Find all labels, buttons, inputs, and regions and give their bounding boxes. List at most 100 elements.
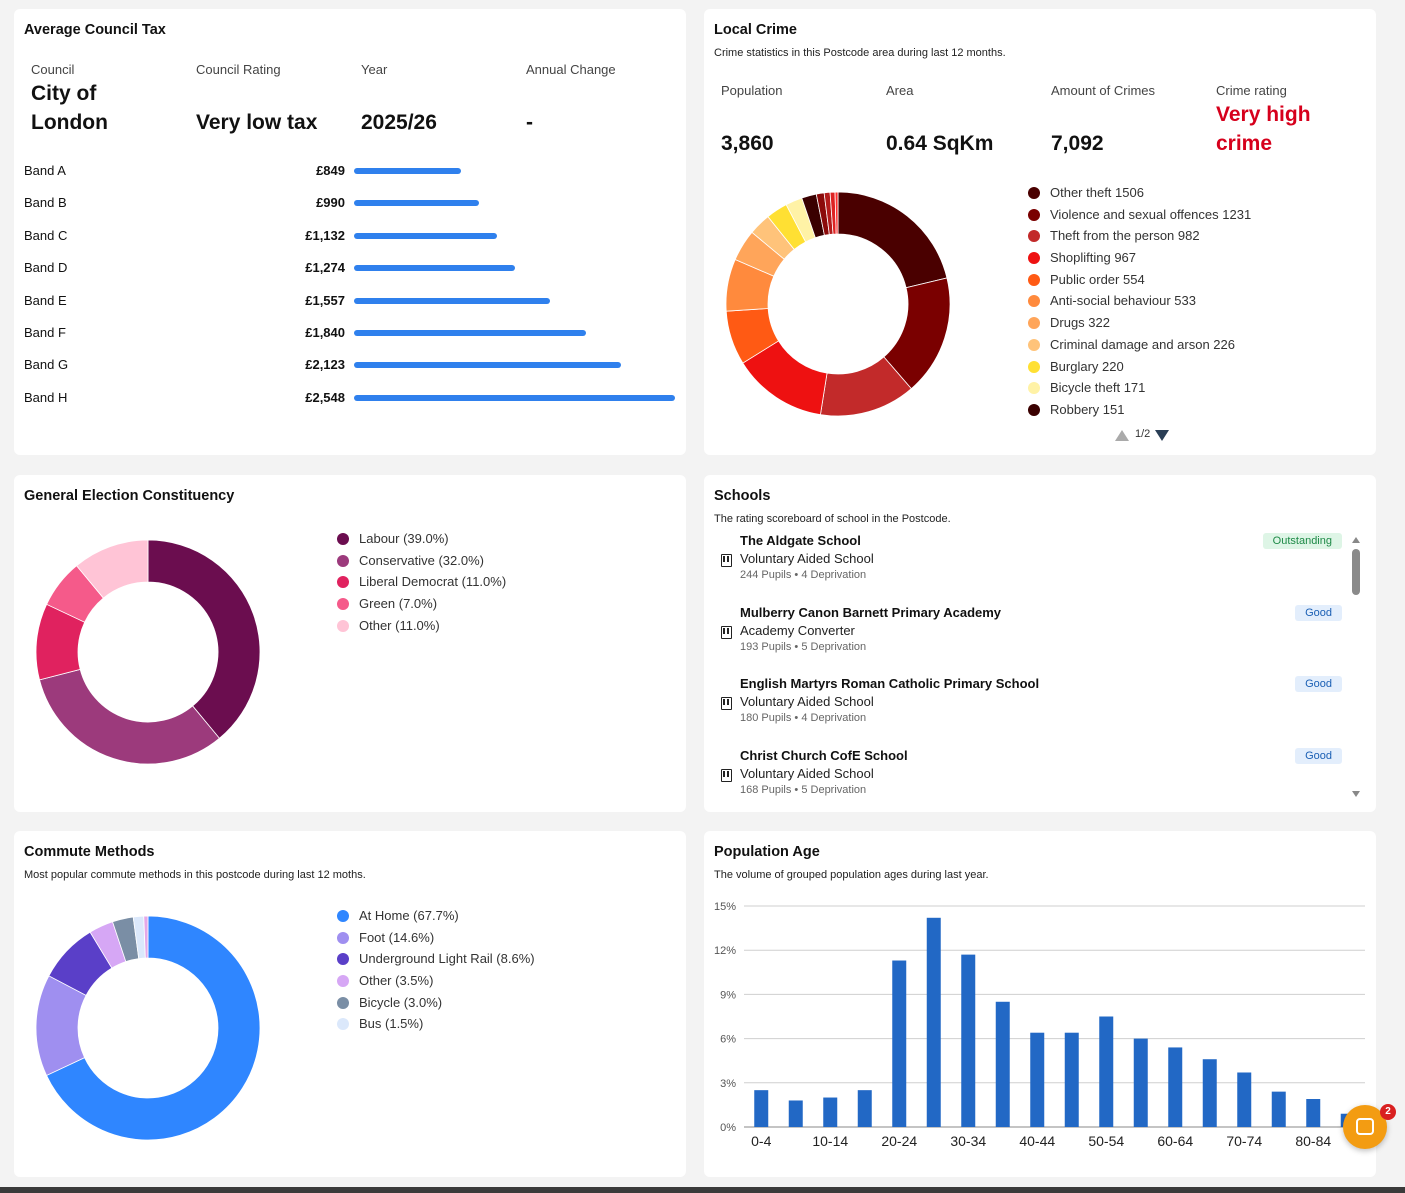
population-value: 3,860 (721, 132, 774, 155)
legend-dot-icon (337, 598, 349, 611)
election-slice[interactable] (147, 539, 261, 739)
commute-legend-item[interactable]: Underground Light Rail (8.6%) (337, 948, 535, 970)
school-type: Academy Converter (740, 622, 855, 638)
age-bar[interactable] (857, 1090, 872, 1127)
election-legend-label: Conservative (32.0%) (359, 552, 484, 568)
commute-card: Commute Methods Most popular commute met… (14, 831, 686, 1177)
school-item[interactable]: Christ Church CofE School Voluntary Aided… (714, 748, 1342, 796)
crime-legend-item[interactable]: Bicycle theft 171 (1028, 377, 1251, 399)
age-bar[interactable] (1168, 1047, 1183, 1127)
age-bar[interactable] (823, 1097, 838, 1127)
election-legend-item[interactable]: Green (7.0%) (337, 593, 506, 615)
legend-dot-icon (337, 1018, 349, 1031)
crime-legend-item[interactable]: Burglary 220 (1028, 356, 1251, 378)
election-legend-item[interactable]: Liberal Democrat (11.0%) (337, 571, 506, 593)
crime-legend-item[interactable]: Theft from the person 982 (1028, 225, 1251, 247)
band-price: £1,557 (305, 292, 345, 308)
crime-legend-item[interactable]: Criminal damage and arson 226 (1028, 334, 1251, 356)
local-crime-card: Local Crime Crime statistics in this Pos… (704, 9, 1376, 455)
crime-legend-label: Violence and sexual offences 1231 (1050, 206, 1252, 222)
crime-legend-item[interactable]: Other theft 1506 (1028, 182, 1251, 204)
election-legend-item[interactable]: Conservative (32.0%) (337, 550, 506, 572)
election-legend-label: Liberal Democrat (11.0%) (359, 574, 507, 590)
schools-card: Schools The rating scoreboard of school … (704, 475, 1376, 812)
band-name: Band H (24, 389, 68, 405)
election-legend-label: Green (7.0%) (359, 596, 438, 612)
schools-scrollbar[interactable] (1350, 535, 1362, 799)
school-item[interactable]: English Martyrs Roman Catholic Primary S… (714, 676, 1342, 724)
band-bar (354, 297, 550, 304)
crime-legend-item[interactable]: Robbery 151 (1028, 399, 1251, 421)
age-bar[interactable] (926, 917, 941, 1127)
crime-legend-item[interactable]: Drugs 322 (1028, 312, 1251, 334)
crime-legend-item[interactable]: Anti-social behaviour 533 (1028, 290, 1251, 312)
age-bar[interactable] (995, 1001, 1010, 1127)
commute-slice[interactable] (143, 915, 149, 959)
election-legend-label: Labour (39.0%) (359, 531, 449, 546)
page-horizontal-scrollbar[interactable] (0, 1187, 1405, 1193)
age-bar[interactable] (1271, 1091, 1286, 1127)
school-item[interactable]: The Aldgate School Voluntary Aided School… (714, 533, 1342, 581)
age-bar[interactable] (1237, 1072, 1252, 1127)
commute-legend-item[interactable]: Bus (1.5%) (337, 1013, 535, 1035)
crime-rating-line1: Very high (1216, 103, 1311, 126)
commute-legend-item[interactable]: Foot (14.6%) (337, 927, 535, 949)
legend-dot-icon (1028, 273, 1040, 286)
age-bar[interactable] (788, 1100, 803, 1127)
scroll-down-icon[interactable] (1352, 791, 1360, 797)
x-tick-label: 20-24 (881, 1133, 917, 1149)
pager-up-icon[interactable] (1115, 430, 1129, 441)
commute-legend-item[interactable]: At Home (67.7%) (337, 905, 535, 927)
election-legend-item[interactable]: Labour (39.0%) (337, 528, 506, 550)
age-bar[interactable] (1306, 1099, 1321, 1127)
year-header: Year (361, 62, 388, 77)
legend-dot-icon (1028, 295, 1040, 308)
population-age-card: Population Age The volume of grouped pop… (704, 831, 1376, 1177)
pager-down-icon[interactable] (1155, 430, 1169, 441)
school-rating-badge: Good (1295, 676, 1342, 693)
x-tick-label: 30-34 (950, 1133, 986, 1149)
crime-slice[interactable] (837, 191, 948, 289)
crime-legend-item[interactable]: Shoplifting 967 (1028, 247, 1251, 269)
band-name: Band A (24, 163, 66, 178)
band-bar (354, 330, 586, 336)
commute-legend-item[interactable]: Other (3.5%) (337, 970, 535, 992)
band-price: £2,123 (305, 357, 345, 373)
election-legend-item[interactable]: Other (11.0%) (337, 615, 506, 637)
commute-legend: At Home (67.7%) Foot (14.6%) Underground L… (337, 905, 535, 1035)
crime-rating-line2: crime (1216, 132, 1273, 155)
school-name: Mulberry Canon Barnett Primary Academy (740, 604, 1002, 620)
age-bar[interactable] (1133, 1038, 1148, 1127)
commute-slice[interactable] (46, 915, 261, 1141)
age-bar[interactable] (1202, 1059, 1217, 1127)
legend-dot-icon (337, 953, 349, 966)
legend-dot-icon (1028, 382, 1040, 395)
x-tick-label: 0-4 (751, 1133, 771, 1149)
school-name: The Aldgate School (740, 533, 861, 548)
commute-legend-item[interactable]: Bicycle (3.0%) (337, 992, 535, 1014)
age-bar[interactable] (892, 960, 907, 1127)
school-type: Voluntary Aided School (740, 766, 874, 782)
election-slice[interactable] (39, 668, 220, 765)
band-price: £1,840 (305, 325, 345, 340)
age-bar[interactable] (1099, 1016, 1114, 1128)
election-legend-label: Other (11.0%) (359, 617, 440, 633)
chat-launcher-button[interactable]: 2 (1343, 1104, 1396, 1149)
council-tax-title: Average Council Tax (24, 22, 166, 38)
scroll-up-icon[interactable] (1352, 537, 1360, 543)
election-card: General Election Constituency Labour (39… (14, 475, 686, 812)
school-item[interactable]: Mulberry Canon Barnett Primary Academy Ac… (714, 604, 1342, 653)
election-slice[interactable] (76, 539, 149, 599)
crime-rating-value: Very high crime (1216, 100, 1311, 158)
crime-legend-item[interactable]: Violence and sexual offences 1231 (1028, 204, 1251, 226)
band-name: Band D (24, 260, 68, 276)
age-bar[interactable] (1064, 1032, 1079, 1127)
age-bar[interactable] (961, 954, 976, 1127)
crime-legend-item[interactable]: Public order 554 (1028, 269, 1251, 291)
crime-slice[interactable] (834, 191, 839, 235)
age-bar[interactable] (1030, 1032, 1045, 1127)
commute-legend-label: Bus (1.5%) (359, 1016, 424, 1032)
age-bar[interactable] (754, 1090, 769, 1127)
scroll-thumb[interactable] (1352, 549, 1360, 595)
crime-legend-label: Shoplifting 967 (1050, 250, 1137, 266)
